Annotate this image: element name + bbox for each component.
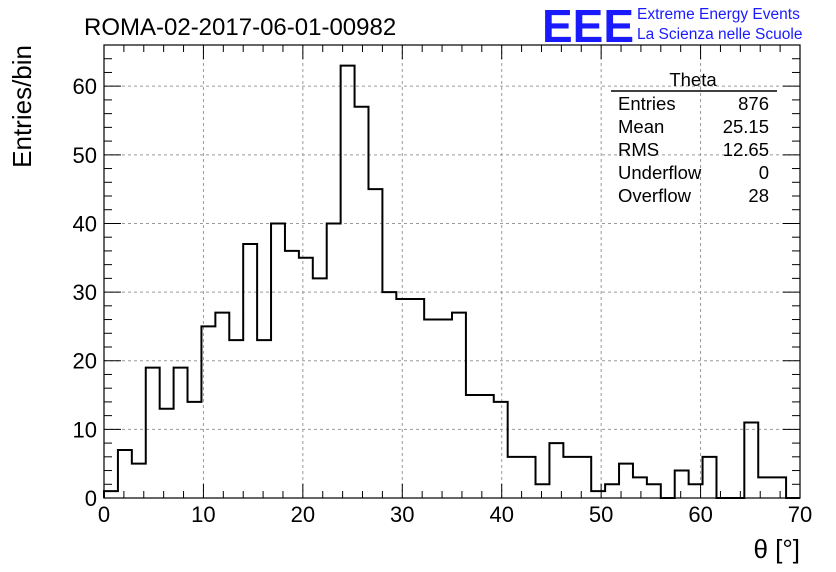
- histogram-bin: [104, 491, 118, 498]
- histogram-bin: [675, 471, 689, 498]
- stats-row-label: Overflow: [618, 185, 692, 206]
- y-tick-label: 0: [85, 486, 97, 511]
- histogram-bin: [480, 395, 494, 498]
- x-tick-label: 40: [489, 502, 513, 527]
- eee-logo-text: EEE: [542, 0, 634, 52]
- grid-lines: [104, 45, 800, 498]
- stats-box: Theta Entries 876 Mean 25.15 RMS 12.65 Underfl…: [611, 69, 777, 206]
- histogram-bin: [118, 450, 132, 498]
- histogram-bin: [494, 402, 508, 498]
- eee-logo-line1: Extreme Energy Events: [637, 6, 800, 23]
- histogram-bin: [508, 457, 522, 498]
- histogram-bin: [536, 484, 550, 498]
- y-tick-label: 40: [73, 211, 97, 236]
- x-tick-labels: 0 10 20 30 40 50 60 70: [98, 502, 812, 527]
- histogram-bin: [215, 313, 229, 498]
- histogram-bin: [410, 299, 424, 498]
- eee-logo: EEE Extreme Energy Events La Scienza nel…: [542, 0, 802, 52]
- stats-rows: Entries 876 Mean 25.15 RMS 12.65 Underflow 0 Ove…: [618, 93, 769, 206]
- histogram-bin: [355, 107, 369, 498]
- histogram-bin: [382, 292, 396, 498]
- histogram-bin: [229, 340, 243, 498]
- histogram-bin: [174, 368, 188, 498]
- y-tick-label: 20: [73, 349, 97, 374]
- eee-logo-line2: La Scienza nelle Scuole: [637, 26, 802, 43]
- histogram-bin: [605, 484, 619, 498]
- histogram-bin: [299, 258, 313, 498]
- histogram-bin: [146, 368, 160, 498]
- histogram-bin: [313, 278, 327, 498]
- histogram-bin: [772, 477, 786, 498]
- histogram-bin: [633, 477, 647, 498]
- x-tick-label: 50: [589, 502, 613, 527]
- histogram-bin: [703, 457, 717, 498]
- histogram-bin: [424, 320, 438, 498]
- histogram-bin: [522, 457, 536, 498]
- y-axis-label: Entries/bin: [7, 45, 37, 168]
- x-tick-label: 70: [788, 502, 812, 527]
- histogram-bin: [647, 484, 661, 498]
- y-tick-label: 10: [73, 417, 97, 442]
- x-tick-label: 60: [688, 502, 712, 527]
- histogram-bin: [396, 299, 410, 498]
- stats-row-value: 0: [759, 162, 769, 183]
- stats-box-title: Theta: [669, 69, 717, 90]
- histogram-bin: [285, 251, 299, 498]
- stats-row-label: Mean: [618, 116, 664, 137]
- stats-row-value: 25.15: [723, 116, 769, 137]
- histogram-bin: [438, 320, 452, 498]
- stats-row-value: 28: [748, 185, 769, 206]
- stats-row-value: 876: [738, 93, 769, 114]
- histogram-bin: [243, 244, 257, 498]
- x-tick-label: 10: [191, 502, 215, 527]
- histogram-bin: [160, 409, 174, 498]
- histogram-bin: [744, 423, 758, 499]
- stats-row-label: Underflow: [618, 162, 702, 183]
- chart-title: ROMA-02-2017-06-01-00982: [84, 14, 396, 41]
- stats-row-label: Entries: [618, 93, 676, 114]
- histogram-bin: [188, 402, 202, 498]
- histogram-bin: [466, 395, 480, 498]
- histogram-bin: [452, 313, 466, 498]
- axis-ticks: [103, 44, 801, 499]
- plot-frame: [103, 44, 801, 499]
- histogram-bin: [577, 457, 591, 498]
- histogram-series: [103, 64, 800, 499]
- histogram-bin: [563, 457, 577, 498]
- x-tick-label: 30: [390, 502, 414, 527]
- stats-row-label: RMS: [618, 139, 659, 160]
- x-tick-label: 20: [291, 502, 315, 527]
- stats-row-value: 12.65: [723, 139, 769, 160]
- x-tick-label: 0: [98, 502, 110, 527]
- y-tick-labels: 0 10 20 30 40 50 60: [73, 74, 97, 511]
- y-tick-label: 50: [73, 143, 97, 168]
- x-axis-label: θ [°]: [753, 534, 800, 564]
- histogram-outline: [103, 64, 800, 499]
- y-tick-label: 60: [73, 74, 97, 99]
- histogram-bin: [549, 443, 563, 498]
- histogram-bin: [257, 340, 271, 498]
- histogram-bin: [341, 66, 355, 498]
- histogram-bin: [368, 189, 382, 498]
- histogram-bin: [591, 491, 605, 498]
- y-tick-label: 30: [73, 280, 97, 305]
